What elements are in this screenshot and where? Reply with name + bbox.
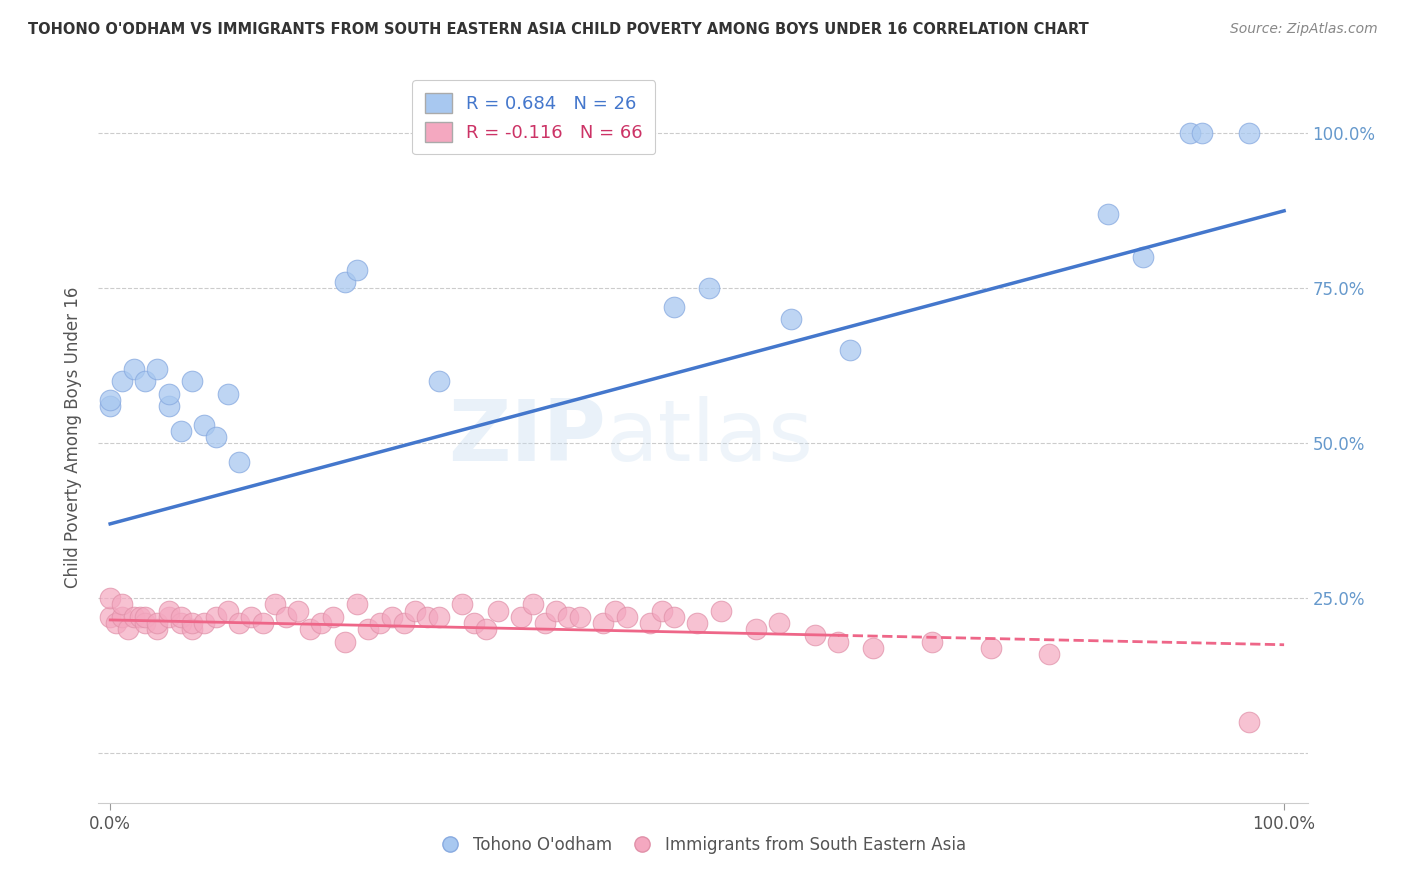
- Point: [662, 300, 685, 314]
- Point: [404, 604, 426, 618]
- Point: [475, 622, 498, 636]
- Point: [1237, 715, 1260, 730]
- Point: [263, 598, 285, 612]
- Point: [1132, 250, 1154, 264]
- Point: [134, 374, 156, 388]
- Point: [146, 622, 169, 636]
- Text: atlas: atlas: [606, 395, 814, 479]
- Point: [686, 615, 709, 630]
- Point: [298, 622, 321, 636]
- Point: [451, 598, 474, 612]
- Text: TOHONO O'ODHAM VS IMMIGRANTS FROM SOUTH EASTERN ASIA CHILD POVERTY AMONG BOYS UN: TOHONO O'ODHAM VS IMMIGRANTS FROM SOUTH …: [28, 22, 1088, 37]
- Point: [838, 343, 860, 358]
- Point: [157, 610, 180, 624]
- Point: [157, 399, 180, 413]
- Point: [486, 604, 509, 618]
- Point: [697, 281, 720, 295]
- Point: [427, 374, 450, 388]
- Point: [638, 615, 661, 630]
- Point: [98, 610, 121, 624]
- Point: [169, 610, 191, 624]
- Point: [592, 615, 614, 630]
- Point: [427, 610, 450, 624]
- Point: [1237, 126, 1260, 140]
- Point: [557, 610, 579, 624]
- Point: [122, 610, 145, 624]
- Point: [1038, 647, 1060, 661]
- Point: [193, 417, 215, 432]
- Point: [117, 622, 139, 636]
- Point: [240, 610, 263, 624]
- Point: [368, 615, 391, 630]
- Point: [111, 374, 134, 388]
- Point: [510, 610, 533, 624]
- Point: [322, 610, 344, 624]
- Point: [157, 604, 180, 618]
- Point: [111, 598, 134, 612]
- Point: [568, 610, 591, 624]
- Point: [193, 615, 215, 630]
- Point: [181, 374, 204, 388]
- Point: [651, 604, 673, 618]
- Point: [252, 615, 274, 630]
- Point: [157, 386, 180, 401]
- Y-axis label: Child Poverty Among Boys Under 16: Child Poverty Among Boys Under 16: [65, 286, 83, 588]
- Point: [287, 604, 309, 618]
- Point: [333, 634, 356, 648]
- Point: [134, 615, 156, 630]
- Point: [980, 640, 1002, 655]
- Point: [1180, 126, 1202, 140]
- Point: [169, 615, 191, 630]
- Point: [780, 312, 803, 326]
- Point: [392, 615, 415, 630]
- Point: [745, 622, 768, 636]
- Point: [98, 399, 121, 413]
- Point: [1097, 207, 1119, 221]
- Point: [416, 610, 439, 624]
- Point: [217, 386, 239, 401]
- Text: Source: ZipAtlas.com: Source: ZipAtlas.com: [1230, 22, 1378, 37]
- Point: [662, 610, 685, 624]
- Point: [381, 610, 404, 624]
- Point: [311, 615, 333, 630]
- Point: [146, 615, 169, 630]
- Point: [357, 622, 380, 636]
- Point: [169, 424, 191, 438]
- Point: [710, 604, 733, 618]
- Point: [111, 610, 134, 624]
- Point: [533, 615, 555, 630]
- Point: [1191, 126, 1213, 140]
- Text: ZIP: ZIP: [449, 395, 606, 479]
- Point: [204, 430, 226, 444]
- Point: [333, 275, 356, 289]
- Point: [217, 604, 239, 618]
- Point: [346, 598, 368, 612]
- Point: [98, 392, 121, 407]
- Point: [228, 615, 250, 630]
- Point: [146, 362, 169, 376]
- Point: [827, 634, 849, 648]
- Point: [122, 362, 145, 376]
- Point: [228, 455, 250, 469]
- Point: [128, 610, 150, 624]
- Point: [803, 628, 825, 642]
- Point: [546, 604, 568, 618]
- Point: [921, 634, 943, 648]
- Point: [463, 615, 485, 630]
- Point: [181, 622, 204, 636]
- Point: [616, 610, 638, 624]
- Point: [603, 604, 626, 618]
- Point: [181, 615, 204, 630]
- Point: [98, 591, 121, 606]
- Point: [105, 615, 128, 630]
- Point: [862, 640, 884, 655]
- Legend: Tohono O'odham, Immigrants from South Eastern Asia: Tohono O'odham, Immigrants from South Ea…: [433, 829, 973, 860]
- Point: [522, 598, 544, 612]
- Point: [276, 610, 298, 624]
- Point: [768, 615, 790, 630]
- Point: [134, 610, 156, 624]
- Point: [204, 610, 226, 624]
- Point: [346, 262, 368, 277]
